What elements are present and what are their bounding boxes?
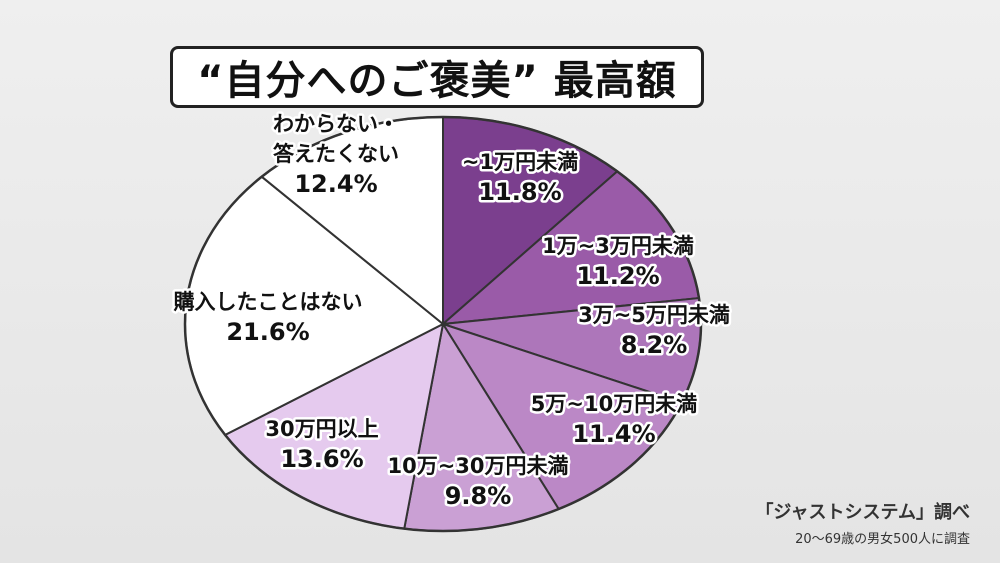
slice-value-label: 9.8% [445,482,512,510]
source-title: 「ジャストシステム」調べ [755,502,970,523]
slice-value-label: 11.8% [478,178,561,206]
slice-category-label: 1万~3万円未満 [542,234,694,258]
slice-value-label: 13.6% [280,445,363,473]
slice-category-label: ~1万円未満 [462,150,578,174]
pie-outline [183,115,703,533]
source-credit: 「ジャストシステム」調べ 20〜69歳の男女500人に調査 [640,498,970,547]
slice-value-label: 11.4% [572,420,655,448]
slice-value-label: 12.4% [294,170,377,198]
title-box: “自分へのご褒美” 最高額 [170,46,704,108]
slice-category-label: 10万~30万円未満 [387,454,568,478]
slice-category-label: 30万円以上 [265,417,378,441]
slice-category-label: 購入したことはない [173,290,363,314]
slice-value-label: 8.2% [621,331,688,359]
slice-category-label: わからない・ [273,112,399,136]
slice-value-label: 21.6% [226,318,309,346]
slice-category-label: 5万~10万円未満 [531,392,697,416]
slice-value-label: 11.2% [576,262,659,290]
slice-category-label: 3万~5万円未満 [578,303,730,327]
slice-category-label: 答えたくない [273,142,399,166]
chart-title: “自分へのご褒美” 最高額 [197,58,677,104]
source-note: 20〜69歳の男女500人に調査 [795,532,970,547]
